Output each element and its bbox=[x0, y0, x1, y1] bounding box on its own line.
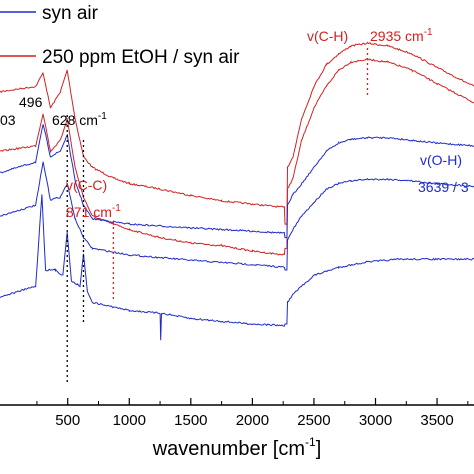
annotation-cc-value: 871 cm-1 bbox=[66, 203, 121, 220]
annotation-peak-628: 628 cm-1 bbox=[52, 111, 107, 128]
legend-label-syn-air: syn air bbox=[42, 3, 99, 24]
series-line-3 bbox=[0, 161, 474, 271]
annotation-cc-label: v(C-C) bbox=[66, 177, 107, 193]
series-line-0 bbox=[0, 41, 474, 225]
annotation-peak-303: 03 bbox=[0, 112, 16, 128]
legend-label-etoh: 250 ppm EtOH / syn air bbox=[42, 47, 240, 68]
x-tick-label-0: 500 bbox=[55, 412, 80, 429]
annotation-oh-value: 3639 / 3 bbox=[418, 179, 469, 195]
annotation-ch-value: 2935 cm-1 bbox=[370, 27, 433, 44]
series-line-2 bbox=[0, 124, 474, 239]
series-line-4 bbox=[0, 194, 474, 341]
annotation-ch-label: v(C-H) bbox=[307, 28, 348, 44]
annotation-oh-label: v(O-H) bbox=[420, 152, 462, 168]
tick-layer: 500 1000 1500 2000 2500 3000 3500 bbox=[36, 398, 469, 429]
legend: syn air 250 ppm EtOH / syn air bbox=[0, 3, 240, 68]
x-tick-label-2: 1500 bbox=[174, 412, 207, 429]
x-tick-label-5: 3000 bbox=[359, 412, 392, 429]
annotation-peak-496: 496 bbox=[19, 94, 43, 110]
x-tick-label-3: 2000 bbox=[236, 412, 269, 429]
x-tick-label-6: 3500 bbox=[420, 412, 453, 429]
x-axis-title: wavenumber [cm-1] bbox=[152, 435, 322, 460]
x-tick-label-4: 2500 bbox=[297, 412, 330, 429]
marker-layer bbox=[66, 48, 369, 385]
x-tick-label-1: 1000 bbox=[113, 412, 146, 429]
series-layer bbox=[0, 41, 474, 341]
series-line-1 bbox=[0, 58, 474, 256]
